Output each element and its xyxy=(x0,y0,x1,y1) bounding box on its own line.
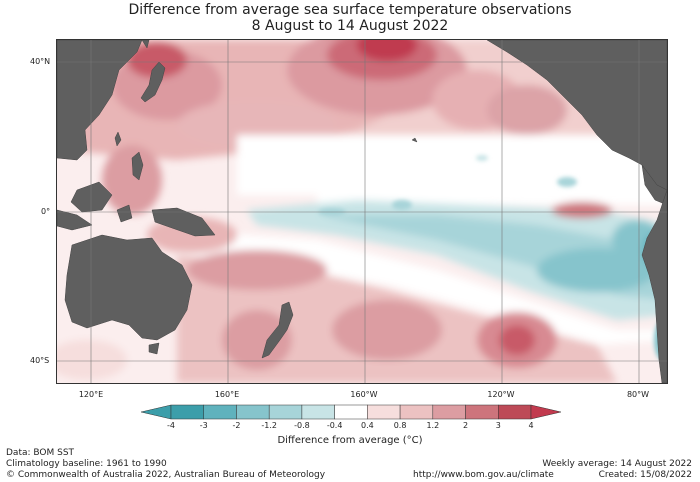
colorbar-segment xyxy=(268,404,303,420)
colorbar-tick-label: -2 xyxy=(232,421,241,430)
colorbar-segment xyxy=(301,404,335,420)
colorbar-segment xyxy=(334,404,368,420)
colorbar-segment xyxy=(367,404,401,420)
map-title: Difference from average sea surface temp… xyxy=(128,2,572,18)
lon-label-80w: 80°W xyxy=(626,390,650,399)
colorbar-segment xyxy=(399,404,434,420)
footer-baseline: Climatology baseline: 1961 to 1990 xyxy=(6,459,167,469)
colorbar-arrow-low xyxy=(141,404,172,420)
footer-created: Created: 15/08/2022 xyxy=(598,470,692,480)
land-masses xyxy=(57,40,667,383)
colorbar-segment xyxy=(170,404,204,420)
colorbar-arrow-high xyxy=(530,404,561,420)
colorbar-tick-label: 1.2 xyxy=(426,421,440,430)
lon-label-120w: 120°W xyxy=(487,390,515,399)
colorbar-segment xyxy=(203,404,237,420)
colorbar-tick-label: 0.4 xyxy=(360,421,374,430)
colorbar-tick-label: -0.8 xyxy=(294,421,310,430)
footer-weekly-average: Weekly average: 14 August 2022 xyxy=(542,459,692,469)
lat-label-40n: 40°N xyxy=(30,57,51,66)
colorbar xyxy=(141,404,561,420)
colorbar-tick-label: 0.8 xyxy=(393,421,407,430)
footer-url[interactable]: http://www.bom.gov.au/climate xyxy=(413,470,554,480)
colorbar-segment xyxy=(432,404,466,420)
lat-label-40s: 40°S xyxy=(30,356,50,365)
colorbar-tick-label: 3 xyxy=(495,421,501,430)
colorbar-segment xyxy=(465,404,499,420)
colorbar-tick-label: 4 xyxy=(528,421,534,430)
colorbar-segment xyxy=(236,404,270,420)
footer-data-source: Data: BOM SST xyxy=(6,448,75,458)
lat-label-equator: 0° xyxy=(41,207,51,216)
graticule xyxy=(57,40,667,383)
colorbar-tick-label: -4 xyxy=(167,421,175,430)
colorbar-tick-label: 2 xyxy=(462,421,469,430)
colorbar-segment xyxy=(498,404,532,420)
sst-anomaly-map xyxy=(56,39,668,384)
lon-label-160e: 160°E xyxy=(214,390,240,399)
lon-label-160w: 160°W xyxy=(350,390,378,399)
colorbar-tick-label: -0.4 xyxy=(326,421,343,430)
lon-label-120e: 120°E xyxy=(78,390,104,399)
colorbar-tick-label: -3 xyxy=(199,421,208,430)
colorbar-label: Difference from average (°C) xyxy=(277,435,423,446)
colorbar-tick-label: -1.2 xyxy=(261,421,277,430)
footer-copyright: © Commonwealth of Australia 2022, Austra… xyxy=(6,470,326,480)
map-subtitle: 8 August to 14 August 2022 xyxy=(251,18,449,34)
